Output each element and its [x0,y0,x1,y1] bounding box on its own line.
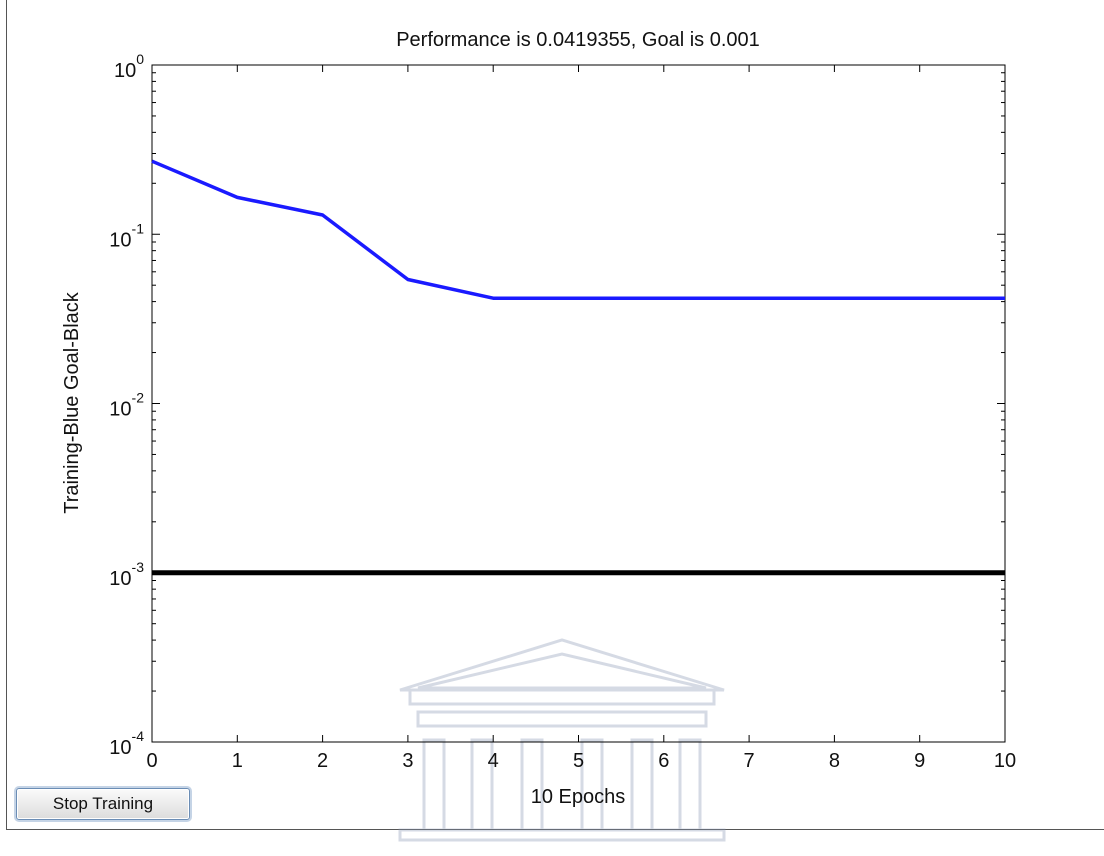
university-watermark [398,638,726,842]
x-tick-label: 7 [744,750,755,772]
y-tick-label: 100 [114,51,144,82]
x-tick-label: 5 [573,750,584,772]
x-tick-label: 6 [658,750,669,772]
y-tick-label: 10-1 [109,220,144,251]
series-layer [151,159,1005,576]
training-window [6,0,1104,830]
y-tick-label: 10-3 [109,559,144,590]
x-tick-label: 10 [994,750,1016,772]
x-tick-label: 3 [402,750,413,772]
chart-title: Performance is 0.0419355, Goal is 0.001 [396,29,760,51]
x-tick-label: 8 [829,750,840,772]
y-tick-label: 10-2 [109,390,144,421]
x-tick-label: 1 [232,750,243,772]
x-axis-label: 10 Epochs [531,786,626,808]
x-tick-label: 0 [146,750,157,772]
training-line [151,159,1005,300]
plot-area [151,64,1006,743]
y-tick-label: 10-4 [109,728,144,759]
y-axis-label: Training-Blue Goal-Black [61,291,83,514]
axis-ticks: 0 1 2 3 4 5 6 7 8 9 10 100 10-1 10-2 10-3 10-4 [109,51,1016,772]
stop-training-button[interactable]: Stop Training [16,788,190,820]
x-tick-label: 2 [317,750,328,772]
x-tick-label: 4 [488,750,499,772]
x-tick-label: 9 [914,750,925,772]
